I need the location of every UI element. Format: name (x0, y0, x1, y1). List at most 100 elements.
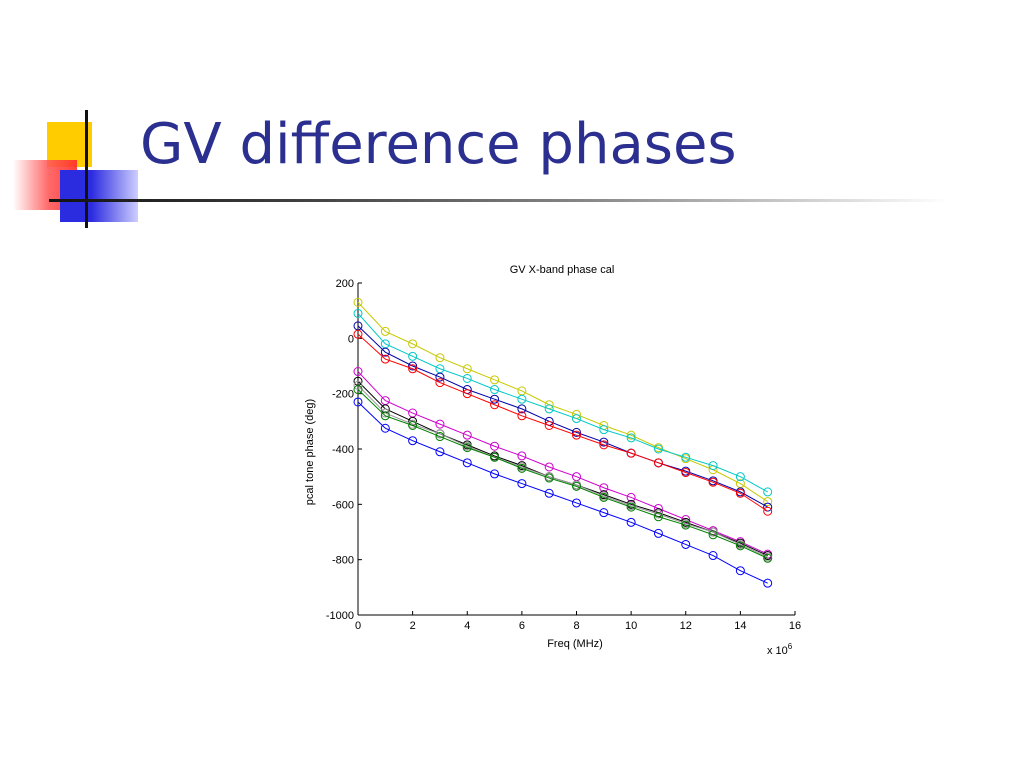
data-point (626, 433, 636, 443)
data-point (380, 423, 390, 433)
data-point (599, 440, 609, 450)
data-point (490, 469, 500, 479)
data-point (517, 451, 527, 461)
data-point (353, 385, 363, 395)
series-line (357, 371, 768, 555)
slide-title: GV difference phases (140, 112, 737, 177)
data-point (572, 498, 581, 508)
logo-decoration (0, 0, 140, 240)
data-point (435, 353, 445, 363)
logo-yellow-square (47, 122, 92, 167)
data-point (626, 430, 636, 440)
data-point (353, 308, 363, 318)
chart-xlabel: Freq (MHz) (547, 638, 603, 650)
data-point (408, 351, 418, 361)
data-point (490, 394, 500, 404)
data-point (517, 394, 527, 404)
data-point (380, 354, 390, 364)
data-point (763, 578, 773, 588)
x-multiplier-base: x 10 (767, 645, 788, 657)
data-point (544, 404, 554, 414)
data-point (572, 427, 581, 437)
data-point (435, 432, 445, 442)
chart-title: GV X-band phase cal (510, 264, 615, 276)
title-underline (49, 199, 949, 202)
data-point (653, 528, 663, 538)
y-tick-label: -800 (332, 555, 354, 567)
data-point (380, 411, 390, 421)
data-point (653, 444, 663, 454)
x-tick-label: 12 (680, 620, 692, 632)
data-point (708, 527, 718, 537)
x-tick-label: 2 (410, 620, 416, 632)
series-line (357, 325, 768, 508)
data-point (462, 373, 472, 383)
y-tick-label: -600 (332, 499, 354, 511)
data-point (462, 389, 472, 399)
data-point (353, 380, 363, 390)
series-2 (353, 308, 773, 497)
x-tick-label: 10 (625, 620, 637, 632)
data-point (462, 443, 472, 453)
series-line (357, 401, 768, 584)
series-line (357, 385, 768, 558)
series-line (357, 389, 768, 559)
x-tick-label: 6 (519, 620, 525, 632)
data-point (380, 408, 390, 418)
plot-area (353, 297, 773, 588)
data-point (735, 488, 745, 498)
series-line (357, 333, 768, 512)
chart-ylabel: pcal tone phase (deg) (304, 399, 316, 505)
series-4 (353, 329, 773, 516)
series-1 (353, 297, 773, 507)
logo-vertical-line (85, 110, 88, 228)
y-tick-label: -200 (332, 389, 354, 401)
series-line (357, 380, 768, 556)
data-point (517, 404, 527, 414)
data-point (490, 385, 500, 395)
logo-blue-square (60, 170, 138, 222)
y-tick-label: 200 (336, 278, 354, 290)
x-tick-label: 16 (789, 620, 801, 632)
data-point (735, 566, 745, 576)
data-point (408, 420, 418, 430)
data-point (681, 539, 691, 549)
data-point (626, 517, 636, 527)
data-point (599, 508, 609, 518)
data-point (572, 414, 581, 424)
data-point (681, 520, 691, 530)
data-point (353, 367, 363, 377)
data-point (599, 437, 609, 447)
data-point (653, 512, 663, 522)
data-point (490, 452, 500, 462)
data-point (380, 347, 390, 357)
x-tick-label: 0 (355, 620, 361, 632)
data-point (408, 339, 418, 349)
data-point (653, 458, 663, 468)
data-point (490, 400, 500, 410)
data-point (599, 425, 609, 435)
data-point (380, 326, 390, 336)
data-point (599, 492, 609, 502)
phase-chart: GV X-band phase cal pcal tone phase (deg… (304, 264, 801, 657)
y-tick-label: -400 (332, 444, 354, 456)
data-point (435, 429, 445, 439)
data-point (462, 458, 472, 468)
data-point (435, 419, 445, 429)
data-point (517, 479, 527, 489)
data-point (708, 461, 718, 471)
data-point (572, 481, 581, 491)
data-point (353, 329, 363, 339)
x-multiplier-exponent: 6 (788, 642, 793, 651)
data-point (681, 468, 691, 478)
series-line (357, 302, 768, 502)
data-point (408, 436, 418, 446)
data-point (763, 497, 773, 507)
data-point (435, 372, 445, 382)
data-point (435, 378, 445, 388)
data-point (763, 506, 773, 516)
data-point (490, 375, 500, 385)
data-point (544, 462, 554, 472)
data-point (435, 447, 445, 457)
series-5 (353, 367, 773, 559)
